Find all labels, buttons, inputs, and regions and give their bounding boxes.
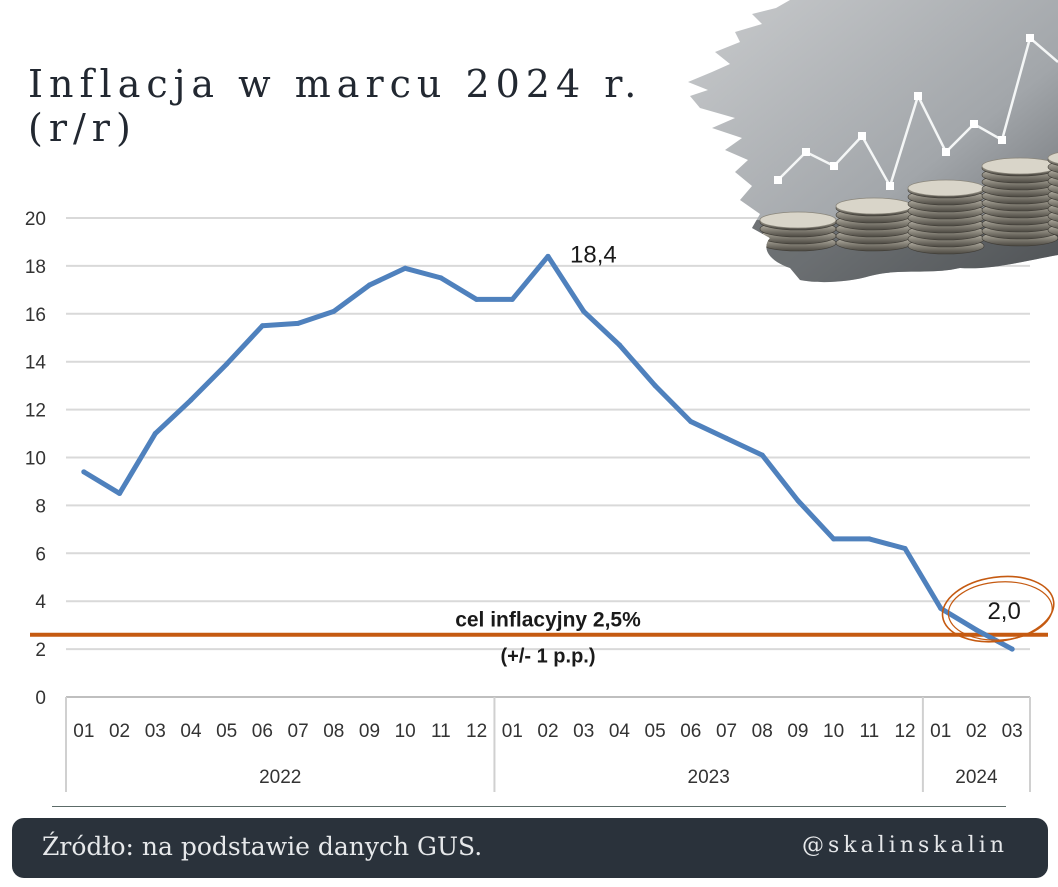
annotations: 18,4 2,0	[570, 241, 1055, 643]
x-tick-label: 02	[109, 721, 130, 742]
coins-chart-photo	[688, 0, 1058, 283]
x-tick-label: 10	[823, 721, 844, 742]
x-tick-label: 07	[288, 721, 309, 742]
year-group-label: 2022	[259, 767, 301, 788]
data-point	[474, 296, 480, 302]
data-point	[902, 546, 908, 552]
y-tick-label: 10	[25, 449, 46, 470]
y-tick-label: 18	[25, 257, 46, 278]
y-tick-label: 16	[25, 305, 46, 326]
x-tick-label: 12	[894, 721, 915, 742]
data-point	[402, 265, 408, 271]
data-point	[938, 605, 944, 611]
target-label: cel inflacyjny 2,5%	[455, 609, 641, 632]
highlight-circle	[941, 575, 1055, 643]
y-tick-label: 20	[25, 209, 46, 230]
x-tick-label: 02	[537, 721, 558, 742]
data-point	[81, 469, 87, 475]
data-point	[616, 342, 622, 348]
x-tick-label: 09	[787, 721, 808, 742]
data-point	[581, 308, 587, 314]
x-tick-label: 08	[323, 721, 344, 742]
x-tick-label: 11	[431, 721, 451, 742]
x-axis: 01 02 03 04 05 06 07 08 09 10 11 12 01 02 03 04 05 06 07 08…	[65, 697, 1031, 792]
x-tick-label: 09	[359, 721, 380, 742]
y-tick-label: 14	[25, 353, 47, 374]
y-tick-label: 2	[35, 640, 46, 661]
x-tick-label: 06	[252, 721, 273, 742]
data-point	[295, 320, 301, 326]
page-title: Inflacja w marcu 2024 r. (r/r)	[28, 62, 642, 150]
x-tick-label: 11	[859, 721, 879, 742]
year-group-label: 2024	[955, 767, 998, 788]
x-tick-label: 03	[145, 721, 166, 742]
data-point	[331, 308, 337, 314]
data-point	[117, 490, 123, 496]
y-tick-label: 4	[35, 592, 46, 613]
y-tick-label: 12	[25, 401, 46, 422]
data-point	[366, 282, 372, 288]
data-point	[724, 435, 730, 441]
title-line-2: (r/r)	[28, 106, 137, 151]
data-point	[259, 323, 265, 329]
y-axis-ticks: 0 2 4 6 8 10 12 14 16 18 20	[25, 209, 47, 709]
x-tick-label: 04	[180, 721, 202, 742]
x-tick-label: 05	[645, 721, 666, 742]
x-tick-label: 06	[680, 721, 701, 742]
target-range-label: (+/- 1 p.p.)	[501, 646, 596, 668]
footer-divider	[52, 806, 1006, 807]
data-point	[795, 498, 801, 504]
x-tick-label: 04	[609, 721, 631, 742]
data-point	[759, 452, 765, 458]
x-tick-label: 12	[466, 721, 487, 742]
source-note: Źródło: na podstawie danych GUS.	[42, 832, 483, 861]
x-tick-label: 07	[716, 721, 737, 742]
data-point	[1009, 646, 1015, 652]
x-tick-label: 01	[502, 721, 523, 742]
x-tick-label: 01	[930, 721, 951, 742]
y-tick-label: 6	[35, 544, 46, 565]
data-point	[688, 419, 694, 425]
title-line-1: Inflacja w marcu 2024 r.	[28, 62, 643, 106]
data-point	[438, 275, 444, 281]
data-point	[224, 361, 230, 367]
data-point	[545, 253, 551, 259]
data-point	[652, 383, 658, 389]
y-tick-label: 0	[35, 688, 46, 709]
target-line-group: cel inflacyjny 2,5% (+/- 1 p.p.)	[30, 609, 1048, 668]
series-group	[81, 253, 1015, 652]
y-tick-label: 8	[35, 496, 46, 517]
data-point	[188, 397, 194, 403]
highlight-circle	[947, 581, 1053, 641]
x-tick-label: 03	[1002, 721, 1023, 742]
data-point	[866, 536, 872, 542]
x-tick-label: 03	[573, 721, 594, 742]
data-label: 18,4	[570, 241, 617, 268]
data-label: 2,0	[987, 598, 1020, 625]
series-line	[81, 253, 1015, 652]
data-point	[152, 431, 158, 437]
data-point	[831, 536, 837, 542]
x-tick-label: 01	[73, 721, 94, 742]
x-tick-label: 05	[216, 721, 237, 742]
footer-bar: Źródło: na podstawie danych GUS. @skalin…	[12, 818, 1048, 878]
x-tick-label: 02	[966, 721, 987, 742]
data-point	[509, 296, 515, 302]
x-tick-label: 08	[752, 721, 773, 742]
author-handle: @skalinskalin	[802, 833, 1008, 858]
x-tick-label: 10	[395, 721, 416, 742]
data-point	[973, 627, 979, 633]
year-group-label: 2023	[688, 767, 730, 788]
